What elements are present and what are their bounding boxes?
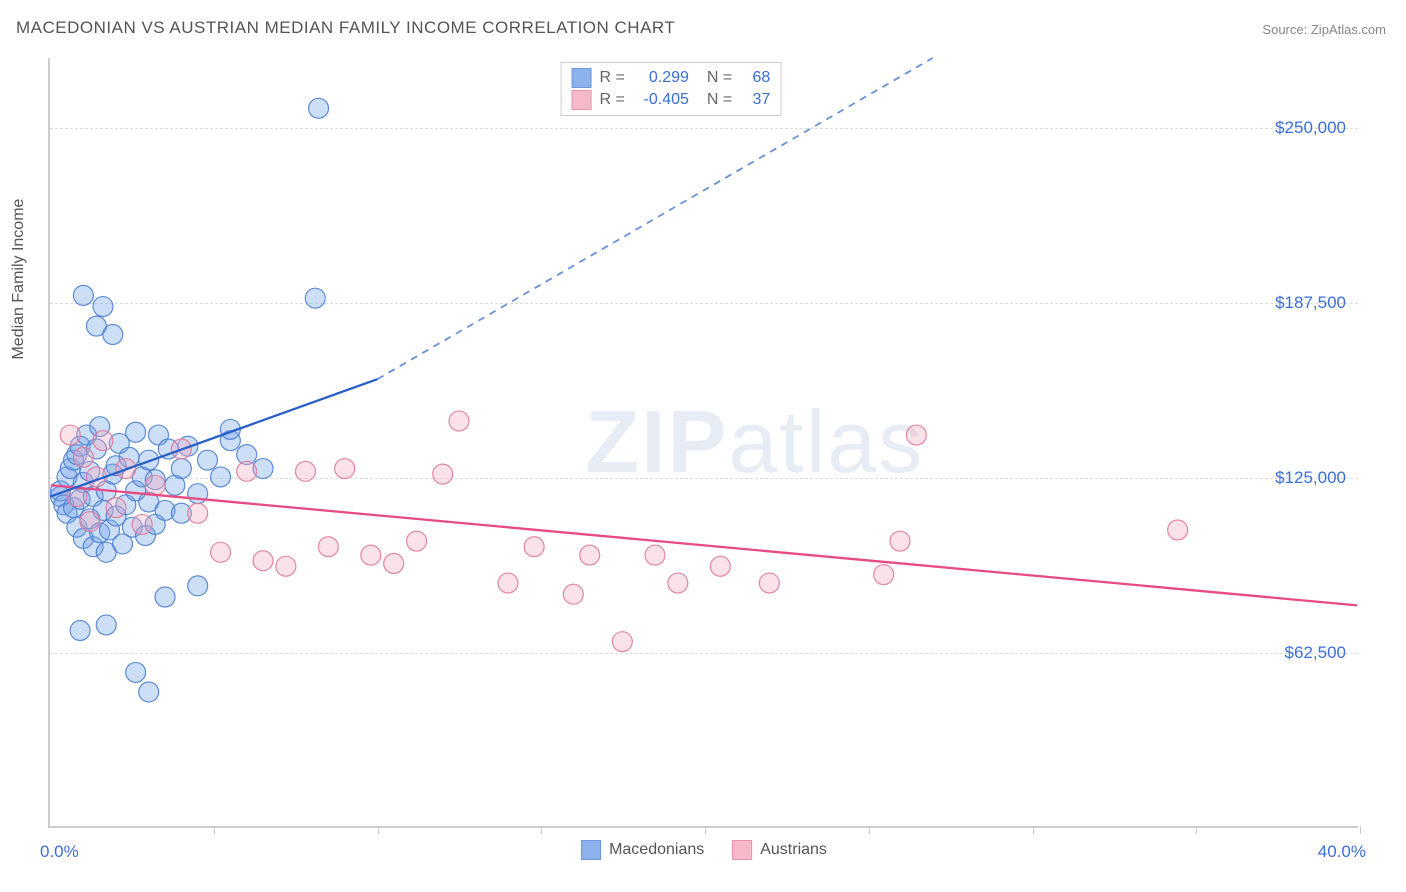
legend-label-austrians: Austrians [760, 841, 827, 859]
data-point [60, 425, 80, 445]
data-point [126, 662, 146, 682]
data-point [874, 565, 894, 585]
x-tick [869, 826, 870, 834]
r-value-1: 0.299 [633, 69, 689, 87]
legend-item-austrians: Austrians [732, 840, 827, 860]
data-point [407, 531, 427, 551]
data-point [384, 554, 404, 574]
chart-container: MACEDONIAN VS AUSTRIAN MEDIAN FAMILY INC… [0, 0, 1406, 892]
swatch-macedonians [572, 68, 592, 88]
trend-line-austrians [51, 485, 1358, 605]
data-point [449, 411, 469, 431]
data-point [906, 425, 926, 445]
data-point [759, 573, 779, 593]
data-point [103, 325, 123, 345]
data-point [498, 573, 518, 593]
chart-title: MACEDONIAN VS AUSTRIAN MEDIAN FAMILY INC… [16, 18, 675, 38]
data-point [96, 615, 116, 635]
legend-row-austrians: R = -0.405 N = 37 [572, 89, 771, 111]
data-point [305, 288, 325, 308]
series-legend: Macedonians Austrians [581, 840, 827, 860]
data-point [309, 98, 329, 118]
data-point [710, 556, 730, 576]
data-point [580, 545, 600, 565]
plot-area: ZIPatlas $62,500$125,000$187,500$250,000… [48, 58, 1358, 828]
data-point [237, 461, 257, 481]
data-point [433, 464, 453, 484]
source-attribution: Source: ZipAtlas.com [1262, 22, 1386, 37]
data-point [198, 450, 218, 470]
data-point [188, 484, 208, 504]
data-point [106, 498, 126, 518]
legend-row-macedonians: R = 0.299 N = 68 [572, 67, 771, 89]
data-point [335, 459, 355, 479]
data-point [211, 467, 231, 487]
x-tick [214, 826, 215, 834]
n-label-2: N = [707, 91, 732, 109]
legend-item-macedonians: Macedonians [581, 840, 704, 860]
data-point [70, 621, 90, 641]
x-tick [541, 826, 542, 834]
data-point [80, 512, 100, 532]
r-label-1: R = [600, 69, 625, 87]
data-point [318, 537, 338, 557]
n-value-2: 37 [740, 91, 770, 109]
r-label-2: R = [600, 91, 625, 109]
data-point [253, 551, 273, 571]
x-tick [1196, 826, 1197, 834]
data-point [890, 531, 910, 551]
data-point [139, 682, 159, 702]
data-point [524, 537, 544, 557]
x-tick [1033, 826, 1034, 834]
data-point [73, 285, 93, 305]
data-point [126, 422, 146, 442]
data-point [612, 632, 632, 652]
x-tick [1360, 826, 1361, 834]
data-point [276, 556, 296, 576]
data-point [132, 514, 152, 534]
scatter-svg [50, 58, 1358, 826]
data-point [145, 475, 165, 495]
data-point [188, 576, 208, 596]
y-axis-label: Median Family Income [10, 199, 28, 360]
data-point [93, 297, 113, 317]
n-label-1: N = [707, 69, 732, 87]
swatch-macedonians-bottom [581, 840, 601, 860]
x-axis-right-label: 40.0% [1318, 842, 1366, 862]
data-point [563, 584, 583, 604]
data-point [668, 573, 688, 593]
data-point [296, 461, 316, 481]
data-point [188, 503, 208, 523]
source-label: Source: [1262, 22, 1307, 37]
data-point [361, 545, 381, 565]
data-point [93, 431, 113, 451]
data-point [211, 542, 231, 562]
data-point [645, 545, 665, 565]
r-value-2: -0.405 [633, 91, 689, 109]
n-value-1: 68 [740, 69, 770, 87]
x-axis-left-label: 0.0% [40, 842, 79, 862]
data-point [1168, 520, 1188, 540]
data-point [171, 459, 191, 479]
correlation-legend: R = 0.299 N = 68 R = -0.405 N = 37 [561, 62, 782, 116]
x-tick [378, 826, 379, 834]
source-link[interactable]: ZipAtlas.com [1311, 22, 1386, 37]
swatch-austrians-bottom [732, 840, 752, 860]
swatch-austrians [572, 90, 592, 110]
data-point [73, 447, 93, 467]
x-tick [705, 826, 706, 834]
legend-label-macedonians: Macedonians [609, 841, 704, 859]
data-point [155, 587, 175, 607]
